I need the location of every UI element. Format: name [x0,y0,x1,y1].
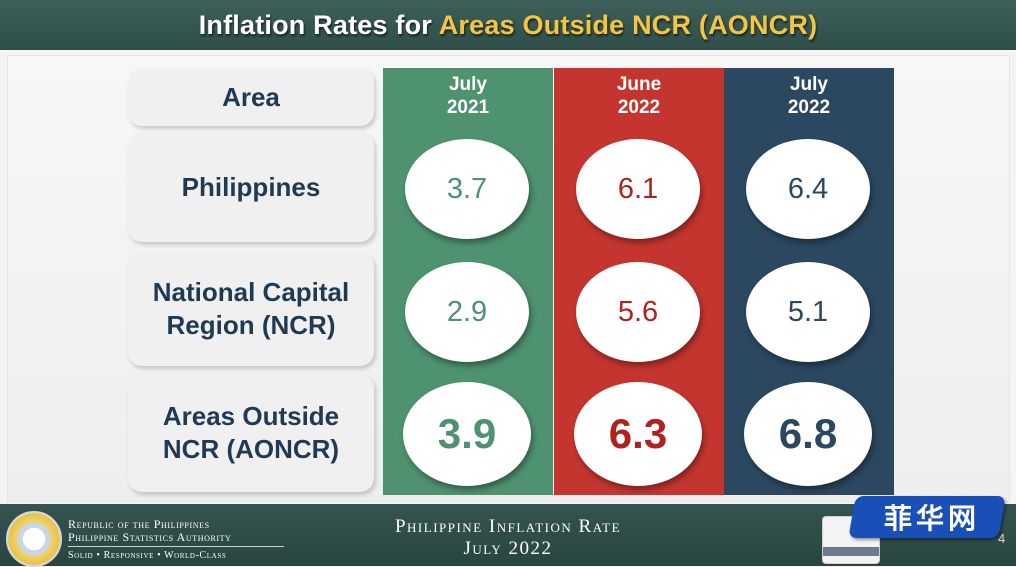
psa-seal-icon [6,511,62,567]
value-philippines-jun2022: 6.1 [576,139,700,239]
row-label-aoncr: Areas Outside NCR (AONCR) [128,374,374,492]
column-header-month: July [448,74,488,95]
watermark-text: 菲华网 [883,502,980,535]
column-july-2021: July 2021 3.7 2.9 3.9 [383,68,553,495]
value-ncr-jul2022: 5.1 [746,262,870,362]
slide-title: Inflation Rates for Areas Outside NCR (A… [199,10,818,41]
agency-name: Philippine Statistics Authority [68,530,232,544]
value-aoncr-jul2021: 3.9 [403,382,531,486]
slide-title-prefix: Inflation Rates for [198,9,433,40]
value-ncr-jul2021: 2.9 [405,262,529,362]
value-philippines-jul2022: 6.4 [746,139,870,239]
column-header: June 2022 [554,68,724,124]
column-header: July 2021 [383,68,553,124]
slide-number: 4 [998,531,1006,546]
column-header-year: 2022 [617,97,661,118]
agency-motto: Solid • Responsive • World-Class [68,550,227,561]
column-july-2022: July 2022 6.4 5.1 6.8 [724,68,894,495]
row-label-line2: NCR (AONCR) [162,434,340,464]
row-label-line1: Areas Outside [162,401,340,431]
footer: Republic of the Philippines Philippine S… [0,504,1016,567]
footer-title-line2: July 2022 [463,538,553,559]
value-philippines-jul2021: 3.7 [405,139,529,239]
value-aoncr-jul2022: 6.8 [744,382,872,486]
value-aoncr-jun2022: 6.3 [574,382,702,486]
title-bar: Inflation Rates for Areas Outside NCR (A… [0,0,1016,50]
row-label-line2: Region (NCR) [166,310,336,340]
footer-title: Philippine Inflation Rate July 2022 [300,516,716,560]
row-label-ncr: National Capital Region (NCR) [128,252,374,366]
slide-title-highlight: Areas Outside NCR (AONCR) [438,9,818,40]
agency-divider [68,546,284,547]
column-header: July 2022 [724,68,894,124]
column-header-month: July [789,74,829,95]
agency-country: Republic of the Philippines [68,517,210,531]
footer-title-line1: Philippine Inflation Rate [394,516,622,537]
area-header: Area [128,68,374,126]
column-header-month: June [616,74,662,95]
row-label-philippines: Philippines [128,132,374,242]
column-header-year: 2021 [446,97,490,118]
row-label-text: Philippines [181,171,321,202]
column-header-year: 2022 [787,97,831,118]
value-ncr-jun2022: 5.6 [576,262,700,362]
row-label-line1: National Capital [152,277,350,307]
column-june-2022: June 2022 6.1 5.6 6.3 [554,68,724,495]
